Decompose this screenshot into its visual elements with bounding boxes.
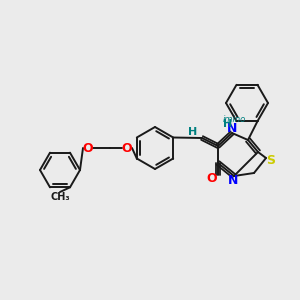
Text: O: O xyxy=(207,172,217,184)
Text: O: O xyxy=(83,142,93,154)
Text: CH₃: CH₃ xyxy=(50,192,70,202)
Text: N: N xyxy=(227,122,237,134)
Text: S: S xyxy=(266,154,275,166)
Text: H: H xyxy=(188,127,198,137)
Text: H: H xyxy=(224,119,232,129)
Text: O: O xyxy=(122,142,132,154)
Text: N: N xyxy=(228,175,238,188)
Text: imino: imino xyxy=(222,115,246,124)
